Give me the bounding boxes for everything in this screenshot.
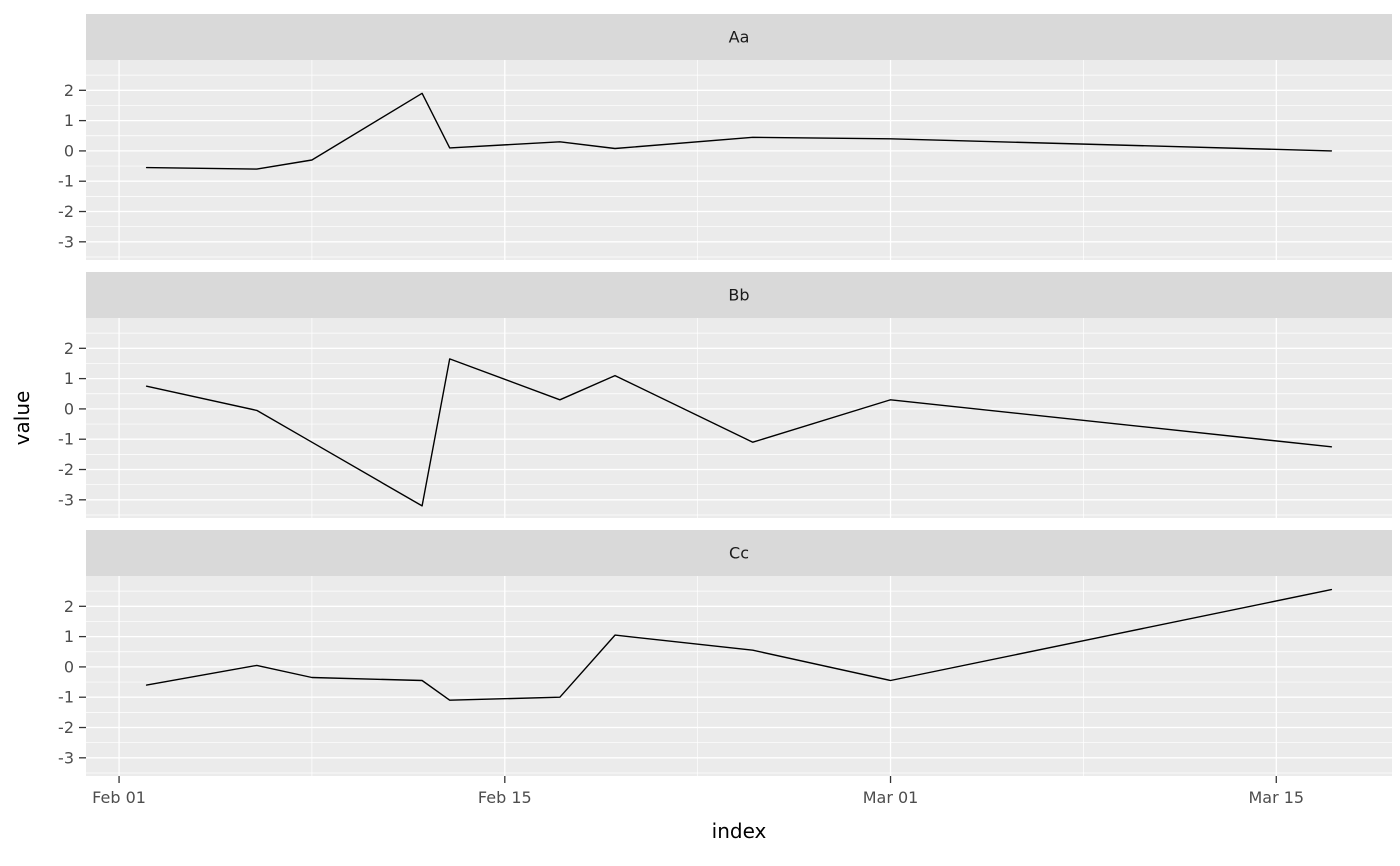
x-tick-label: Feb 01	[92, 788, 146, 807]
y-tick-label: -2	[58, 202, 74, 221]
y-tick-label: -2	[58, 460, 74, 479]
x-tick-label: Mar 15	[1248, 788, 1304, 807]
y-tick-label: 2	[64, 339, 74, 358]
y-tick-label: 0	[64, 141, 74, 160]
facet-group-Bb: 2 1 0 -1 -2 -3	[58, 318, 1392, 518]
facet-strip-Aa	[86, 14, 1392, 60]
x-tick-label: Mar 01	[863, 788, 919, 807]
x-axis-title: index	[711, 819, 767, 843]
facet-group-Cc: 2 1 0 -1 -2 -3	[58, 576, 1392, 776]
facet-strip-Bb	[86, 272, 1392, 318]
y-tick-label: 2	[64, 81, 74, 100]
y-tick-label: 1	[64, 627, 74, 646]
facet-strip-Cc	[86, 530, 1392, 576]
x-tick-label: Feb 15	[478, 788, 532, 807]
series-line-Aa	[145, 92, 1333, 170]
facet-strip-label: Bb	[728, 286, 749, 305]
series-line-Cc	[145, 588, 1333, 701]
facet-group-Aa: 2 1 0 -1 -2 -3	[58, 60, 1392, 260]
y-tick-label: 0	[64, 399, 74, 418]
y-tick-label: -1	[58, 172, 74, 191]
y-tick-label: -3	[58, 232, 74, 251]
y-tick-label: 1	[64, 111, 74, 130]
y-tick-label: -1	[58, 430, 74, 449]
y-tick-label: -3	[58, 748, 74, 767]
y-axis-title: value	[10, 390, 34, 446]
y-tick-label: 2	[64, 597, 74, 616]
y-tick-label: -1	[58, 688, 74, 707]
y-tick-label: 0	[64, 657, 74, 676]
facet-strip-label: Aa	[729, 28, 750, 47]
y-tick-label: 1	[64, 369, 74, 388]
y-tick-label: -3	[58, 490, 74, 509]
facet-strip-label: Cc	[729, 544, 749, 563]
y-tick-label: -2	[58, 718, 74, 737]
series-line-Bb	[145, 358, 1333, 507]
